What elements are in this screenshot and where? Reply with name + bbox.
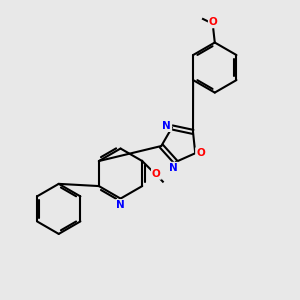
- Text: N: N: [162, 121, 171, 131]
- Text: N: N: [169, 163, 178, 173]
- Text: O: O: [209, 17, 218, 27]
- Text: O: O: [196, 148, 205, 158]
- Text: N: N: [116, 200, 125, 210]
- Text: O: O: [152, 169, 161, 179]
